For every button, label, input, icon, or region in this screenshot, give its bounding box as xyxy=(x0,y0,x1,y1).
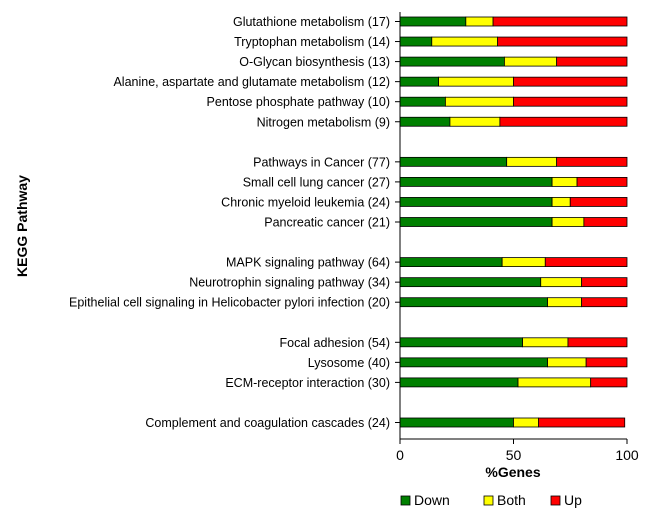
bar-both-segment xyxy=(540,277,582,288)
bar-down-segment xyxy=(399,357,548,368)
bar-both-segment xyxy=(465,16,494,27)
bar-up-segment xyxy=(590,377,628,388)
bar-up-segment xyxy=(585,357,628,368)
category-labels: Glutathione metabolism (17) Tryptophan me… xyxy=(69,15,390,430)
bar-both-segment xyxy=(504,56,558,67)
bar-up-segment xyxy=(576,176,628,187)
bar-down-segment xyxy=(399,36,433,47)
bar-down-segment xyxy=(399,156,508,167)
category-label: ECM-receptor interaction (30) xyxy=(225,376,390,390)
bar-up-segment xyxy=(544,257,628,268)
bar-both-segment xyxy=(513,417,539,428)
bar-up-segment xyxy=(556,156,628,167)
bar-up-segment xyxy=(497,36,628,47)
bar-up-segment xyxy=(583,217,628,227)
bar-up-segment xyxy=(492,16,628,27)
bar-up-segment xyxy=(499,116,628,127)
bars xyxy=(399,16,628,428)
category-label: Chronic myeloid leukemia (24) xyxy=(221,195,390,209)
category-label: Nitrogen metabolism (9) xyxy=(257,115,390,129)
bar-both-segment xyxy=(449,116,501,127)
x-tick-label: 50 xyxy=(506,447,522,463)
x-axis-title: %Genes xyxy=(485,464,540,480)
bar-both-segment xyxy=(517,377,592,388)
legend-label-down: Down xyxy=(414,492,450,508)
legend: Down Both Up xyxy=(400,492,582,508)
bar-down-segment xyxy=(399,56,505,67)
bar-up-segment xyxy=(581,297,628,308)
category-label: Epithelial cell signaling in Helicobacte… xyxy=(69,296,390,310)
bar-up-segment xyxy=(569,197,628,207)
bar-up-segment xyxy=(538,417,626,428)
bar-down-segment xyxy=(399,96,446,107)
category-label: Pentose phosphate pathway (10) xyxy=(207,95,390,109)
bar-down-segment xyxy=(399,76,439,87)
x-tick-label: 0 xyxy=(396,447,404,463)
bar-down-segment xyxy=(399,16,467,27)
bar-both-segment xyxy=(522,337,569,348)
category-label: Alanine, aspartate and glutamate metabol… xyxy=(113,75,390,89)
bar-both-segment xyxy=(551,217,585,227)
category-label: Complement and coagulation cascades (24) xyxy=(145,416,390,430)
legend-swatch-up xyxy=(550,495,561,506)
category-label: MAPK signaling pathway (64) xyxy=(226,256,390,270)
bar-up-segment xyxy=(581,277,628,288)
bar-down-segment xyxy=(399,297,548,308)
category-label: Focal adhesion (54) xyxy=(280,336,390,350)
bar-both-segment xyxy=(547,297,582,308)
bar-both-segment xyxy=(551,176,578,187)
bar-down-segment xyxy=(399,197,553,207)
legend-label-up: Up xyxy=(564,492,582,508)
bar-down-segment xyxy=(399,377,519,388)
category-label: Pathways in Cancer (77) xyxy=(253,155,390,169)
x-axis: 0 50 100 xyxy=(395,12,639,463)
bar-down-segment xyxy=(399,116,451,127)
legend-swatch-down xyxy=(400,495,411,506)
category-label: Glutathione metabolism (17) xyxy=(233,15,390,29)
bar-down-segment xyxy=(399,217,553,227)
x-tick-label: 100 xyxy=(615,447,639,463)
legend-swatch-both xyxy=(483,495,494,506)
bar-both-segment xyxy=(506,156,558,167)
bar-both-segment xyxy=(551,197,571,207)
bar-both-segment xyxy=(431,36,499,47)
category-label: Pancreatic cancer (21) xyxy=(264,216,390,230)
bar-up-segment xyxy=(513,96,628,107)
category-label: Small cell lung cancer (27) xyxy=(243,175,390,189)
legend-label-both: Both xyxy=(497,492,526,508)
bar-down-segment xyxy=(399,277,542,288)
bar-up-segment xyxy=(556,56,628,67)
bar-up-segment xyxy=(567,337,628,348)
bar-down-segment xyxy=(399,257,503,268)
y-axis-title: KEGG Pathway xyxy=(14,175,30,277)
bar-both-segment xyxy=(501,257,546,268)
bar-both-segment xyxy=(547,357,587,368)
bar-down-segment xyxy=(399,337,523,348)
bar-both-segment xyxy=(444,96,514,107)
category-label: Lysosome (40) xyxy=(308,356,390,370)
bar-down-segment xyxy=(399,176,553,187)
category-label: O-Glycan biosynthesis (13) xyxy=(239,55,390,69)
category-label: Neurotrophin signaling pathway (34) xyxy=(189,276,390,290)
bar-both-segment xyxy=(438,76,514,87)
bar-up-segment xyxy=(513,76,628,87)
bar-down-segment xyxy=(399,417,514,428)
category-label: Tryptophan metabolism (14) xyxy=(234,35,390,49)
